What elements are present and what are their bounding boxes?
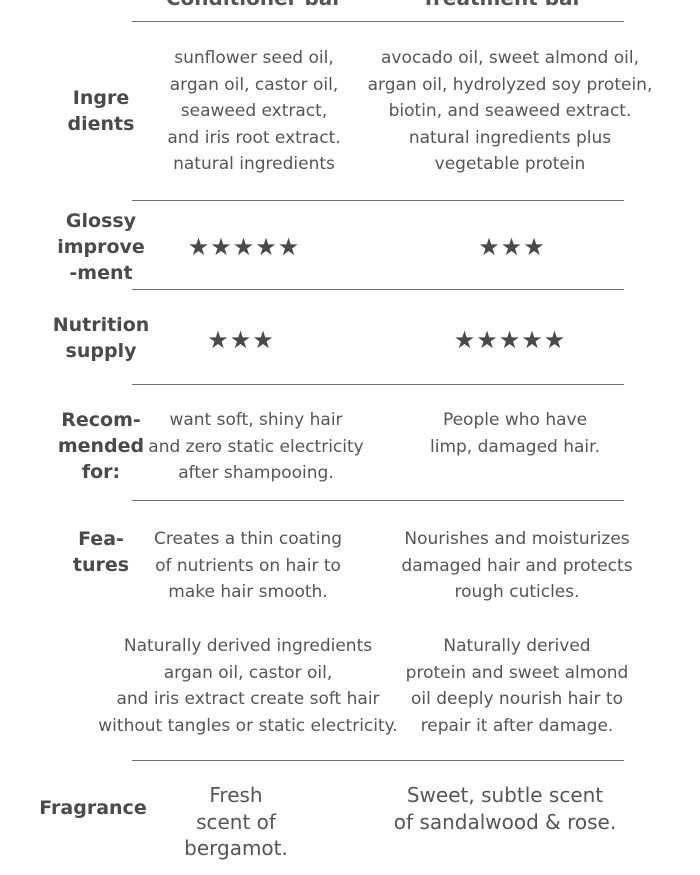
cell-line: Creates a thin coating [153,529,343,549]
glossy-treatment-rating: ★★★ [478,233,546,261]
cell-line: limp, damaged hair. [430,436,600,457]
row-divider-ingredients [132,200,624,201]
features-treatment: Nourishes and moisturizes damaged hair a… [395,526,639,606]
row-label-line: Recom- [61,409,141,431]
row-label-line: Fea- [78,528,124,550]
row-label-line: Glossy [65,210,137,232]
cell-line: Fresh [209,783,263,807]
features-conditioner-detail: Naturally derived ingredients argan oil,… [98,633,398,739]
cell-line: and iris root extract. [167,127,341,148]
column-header-treatment-bar: Treatment bar [380,0,624,12]
cell-line: argan oil, hydrolyzed soy protein, [367,74,653,95]
row-label-line: Fragrance [39,797,147,819]
cell-line: make hair smooth. [168,582,328,602]
row-divider-features [132,760,624,761]
row-divider-recommended [132,500,624,501]
cell-line: and zero static electricity [148,436,364,457]
nutrition-conditioner-rating: ★★★ [207,326,275,354]
cell-line: and iris extract create soft hair [116,689,380,709]
row-label-nutrition-supply: Nutrition supply [42,312,160,364]
glossy-conditioner-rating: ★★★★★ [187,233,301,261]
recommended-conditioner: want soft, shiny hair and zero static el… [140,407,372,487]
cell-line: Naturally derived ingredients [123,636,373,656]
cell-line: Nourishes and moisturizes [404,529,630,549]
row-label-line: Ingre [72,87,130,109]
cell-line: People who have [442,410,588,430]
row-label-line: mended [57,435,145,457]
cell-line: of sandalwood & rose. [393,809,617,834]
recommended-treatment: People who have limp, damaged hair. [395,407,635,460]
cell-line: Sweet, subtle scent [406,783,604,807]
cell-line: want soft, shiny hair [169,410,343,430]
fragrance-conditioner: Fresh scent of bergamot. [148,782,324,862]
row-label-fragrance: Fragrance [30,795,156,821]
cell-line: argan oil, castor oil, [163,662,333,683]
cell-line: oil deeply nourish hair to [410,689,623,709]
column-header-conditioner-bar: Conditioner bar [132,0,376,12]
row-label-ingredients: Ingre dients [42,85,160,137]
cell-line: natural ingredients plus [408,127,612,148]
cell-line: scent of [196,809,276,834]
features-conditioner: Creates a thin coating of nutrients on h… [134,526,362,606]
row-label-line: tures [72,554,130,576]
ingredients-conditioner: sunflower seed oil, argan oil, castor oi… [132,45,376,178]
cell-line: avocado oil, sweet almond oil, [381,48,639,68]
row-divider-nutrition [132,384,624,385]
row-label-line: supply [65,340,137,362]
features-treatment-detail: Naturally derived protein and sweet almo… [400,633,634,739]
cell-line: damaged hair and protects [401,555,633,576]
row-label-glossy-improvement: Glossy improve -ment [42,208,160,286]
cell-line: repair it after damage. [420,715,614,736]
fragrance-treatment: Sweet, subtle scent of sandalwood & rose… [380,782,630,835]
row-label-line: for: [81,461,121,483]
row-label-line: -ment [69,262,133,284]
row-label-line: dients [67,113,135,135]
row-label-features: Fea- tures [42,526,160,578]
header-divider [132,21,624,22]
cell-line: after shampooing. [178,463,334,483]
cell-line: natural ingredients [173,154,335,174]
cell-line: sunflower seed oil, [174,48,334,68]
cell-line: bergamot. [184,836,288,860]
row-label-line: improve [57,236,145,258]
cell-line: rough cuticles. [454,582,580,602]
row-label-recommended-for: Recom- mended for: [42,407,160,485]
row-label-line: Nutrition [52,314,150,336]
ingredients-treatment: avocado oil, sweet almond oil, argan oil… [365,45,655,178]
cell-line: without tangles or static electricity. [98,715,398,736]
cell-line: Naturally derived [443,636,591,656]
cell-line: protein and sweet almond [405,662,629,683]
cell-line: seaweed extract, [180,101,328,121]
cell-line: argan oil, castor oil, [169,74,339,95]
nutrition-treatment-rating: ★★★★★ [453,326,567,354]
cell-line: of nutrients on hair to [155,555,341,576]
row-divider-glossy [132,289,624,290]
cell-line: vegetable protein [434,154,586,174]
cell-line: biotin, and seaweed extract. [388,101,632,121]
